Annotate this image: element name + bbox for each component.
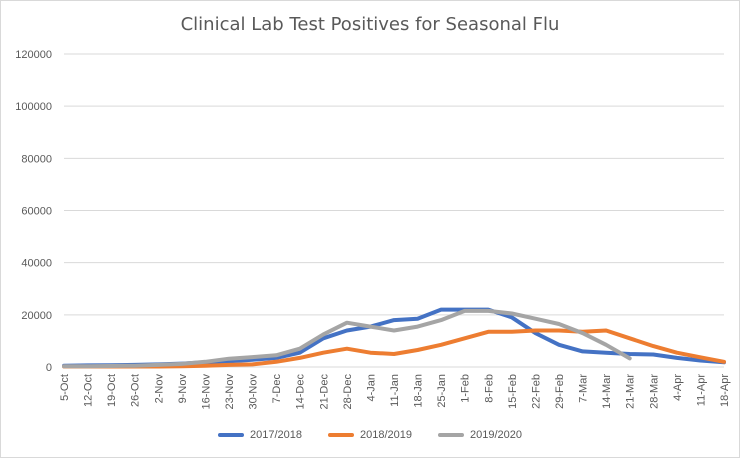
legend-item: 2017/2018 bbox=[218, 429, 302, 441]
x-tick-label: 28-Mar bbox=[648, 374, 660, 409]
x-tick-label: 18-Apr bbox=[719, 374, 731, 407]
y-tick-label: 20000 bbox=[21, 310, 52, 322]
x-tick-label: 25-Jan bbox=[436, 374, 448, 408]
x-tick-label: 29-Feb bbox=[554, 374, 566, 409]
y-tick-label: 120000 bbox=[15, 49, 52, 61]
y-tick-label: 80000 bbox=[21, 153, 52, 165]
x-tick-label: 16-Nov bbox=[200, 374, 212, 410]
x-tick-label: 19-Oct bbox=[106, 374, 118, 407]
x-tick-label: 28-Dec bbox=[342, 374, 354, 410]
legend-swatch bbox=[438, 433, 464, 437]
legend-label: 2019/2020 bbox=[470, 429, 522, 441]
legend-item: 2019/2020 bbox=[438, 429, 522, 441]
y-tick-label: 40000 bbox=[21, 258, 52, 270]
legend-swatch bbox=[328, 433, 354, 437]
x-tick-label: 11-Jan bbox=[389, 374, 401, 407]
x-axis-ticks: 5-Oct 12-Oct 19-Oct 26-Oct 2-Nov 9-Nov 16-Nov 2… bbox=[59, 374, 731, 410]
y-tick-label: 0 bbox=[46, 362, 52, 374]
x-tick-label: 9-Nov bbox=[177, 374, 189, 404]
x-tick-label: 14-Dec bbox=[295, 374, 307, 410]
x-tick-label: 2-Nov bbox=[153, 374, 165, 404]
legend-item: 2018/2019 bbox=[328, 429, 412, 441]
x-tick-label: 21-Mar bbox=[625, 374, 637, 409]
x-tick-label: 11-Apr bbox=[695, 374, 707, 407]
x-tick-label: 4-Jan bbox=[365, 374, 377, 402]
series-lines bbox=[62, 307, 726, 369]
x-tick-label: 23-Nov bbox=[224, 374, 236, 410]
chart-title: Clinical Lab Test Positives for Seasonal… bbox=[180, 14, 560, 35]
x-tick-label: 15-Feb bbox=[507, 374, 519, 409]
y-tick-label: 60000 bbox=[21, 206, 52, 218]
x-tick-label: 14-Mar bbox=[601, 374, 613, 409]
y-tick-label: 100000 bbox=[15, 101, 52, 113]
x-tick-label: 8-Feb bbox=[483, 374, 495, 403]
x-tick-label: 26-Oct bbox=[130, 374, 142, 407]
x-tick-label: 30-Nov bbox=[248, 374, 260, 410]
x-tick-label: 18-Jan bbox=[413, 374, 425, 408]
legend-swatch bbox=[218, 433, 244, 437]
x-tick-label: 5-Oct bbox=[59, 374, 71, 401]
x-tick-label: 4-Apr bbox=[672, 374, 684, 401]
series-line-2018-2019 bbox=[62, 328, 726, 369]
y-axis-ticks: 0 20000 40000 60000 80000 100000 120000 bbox=[15, 49, 52, 374]
x-tick-label: 22-Feb bbox=[530, 374, 542, 409]
legend-label: 2018/2019 bbox=[360, 429, 412, 441]
x-tick-label: 7-Mar bbox=[578, 374, 590, 403]
series-line-2019-2020 bbox=[62, 308, 632, 369]
x-tick-label: 1-Feb bbox=[460, 374, 472, 403]
x-tick-label: 7-Dec bbox=[271, 374, 283, 404]
x-tick-label: 12-Oct bbox=[83, 374, 95, 407]
legend: 2017/2018 2018/2019 2019/2020 bbox=[0, 429, 740, 441]
x-tick-label: 21-Dec bbox=[318, 374, 330, 410]
legend-label: 2017/2018 bbox=[250, 429, 302, 441]
